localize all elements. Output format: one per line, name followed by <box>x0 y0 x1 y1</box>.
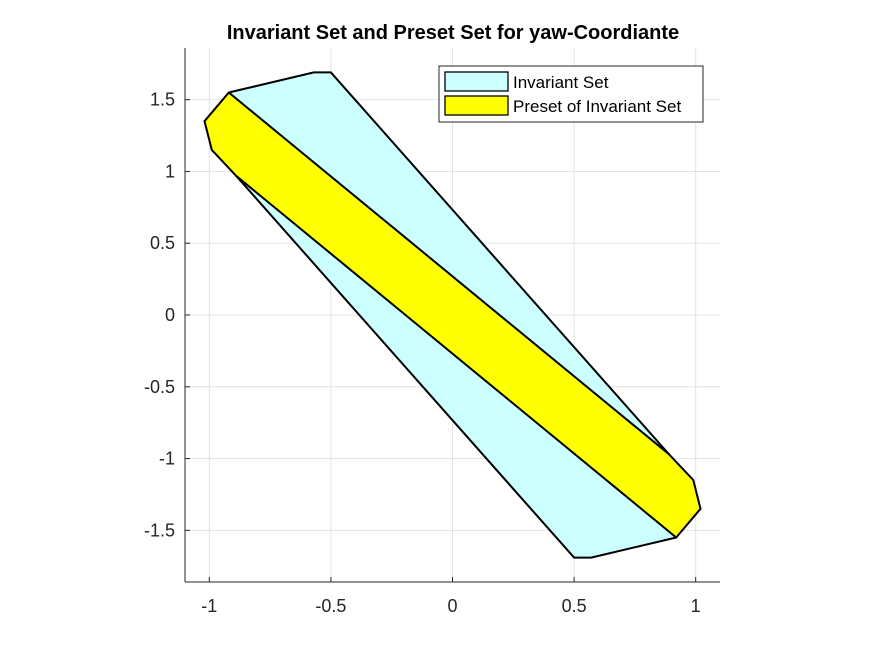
legend-swatch-invariant-set <box>444 71 509 92</box>
legend-label-invariant-set: Invariant Set <box>513 73 609 92</box>
y-tick-label: 0 <box>165 305 175 325</box>
y-tick-label: -0.5 <box>144 377 175 397</box>
preset-set-polygon <box>203 91 702 539</box>
legend-swatch-preset-set <box>444 95 509 116</box>
y-tick-label: -1.5 <box>144 520 175 540</box>
plot-area <box>203 71 702 559</box>
x-tick-label: -1 <box>201 596 217 616</box>
y-tick-label: 0.5 <box>150 233 175 253</box>
ticks: -1 -0.5 0 0.5 1 -1.5 -1 -0.5 0 0.5 1 1.5 <box>144 90 701 616</box>
legend-label-preset-set: Preset of Invariant Set <box>513 97 681 116</box>
legend: Invariant Set Preset of Invariant Set <box>438 65 704 123</box>
x-tick-label: -0.5 <box>315 596 346 616</box>
x-tick-label: 0.5 <box>562 596 587 616</box>
y-tick-label: -1 <box>159 449 175 469</box>
x-tick-label: 1 <box>691 596 701 616</box>
x-tick-label: 0 <box>447 596 457 616</box>
chart-title: Invariant Set and Preset Set for yaw-Coo… <box>227 22 679 44</box>
y-tick-label: 1 <box>165 161 175 181</box>
y-tick-label: 1.5 <box>150 90 175 110</box>
